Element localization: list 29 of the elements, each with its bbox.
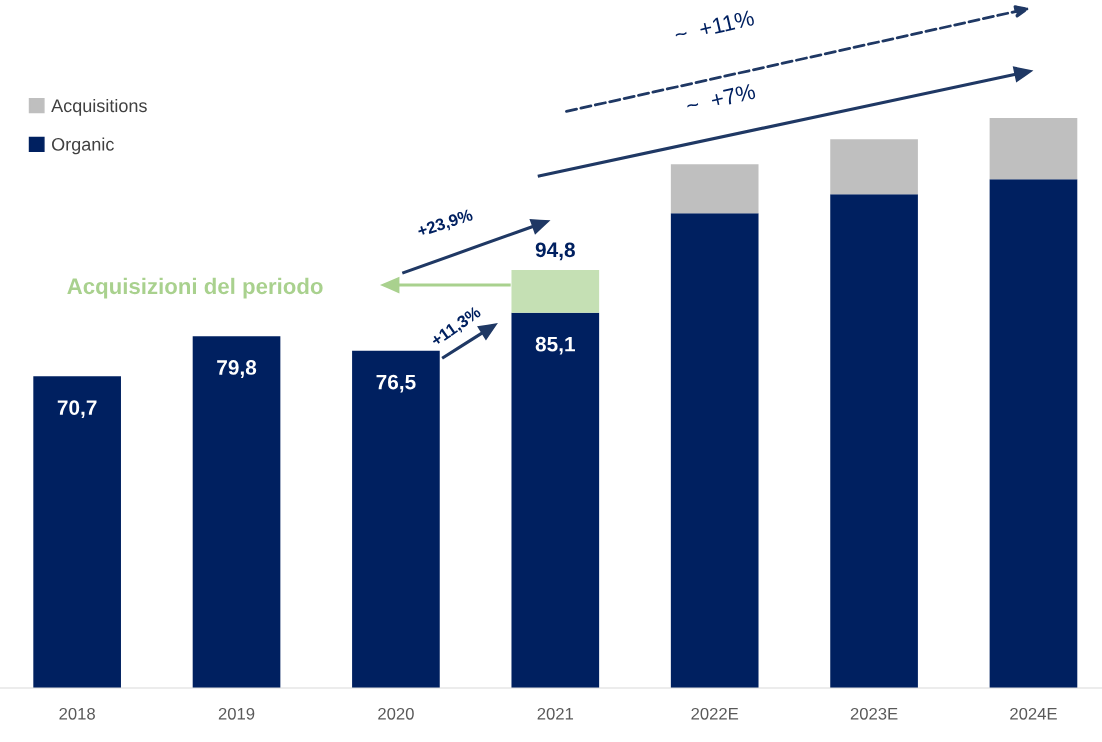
x-tick-label: 2018 <box>59 707 95 720</box>
bar <box>511 270 600 313</box>
x-tick-label: 2022E <box>691 707 739 720</box>
x-tick-label: 2024E <box>1010 707 1057 720</box>
text: ~ +7% <box>685 83 756 114</box>
legend-label: Organic <box>52 137 114 155</box>
x-tick-label: 2023E <box>850 707 898 720</box>
total-label: 94,8 <box>535 242 575 261</box>
annotation: Acquisizioni del periodo <box>67 277 323 299</box>
x-tick-label: 2020 <box>378 707 414 720</box>
bar <box>830 194 918 688</box>
annotation: +23,9% <box>416 208 475 240</box>
x-tick-label: 2019 <box>218 707 255 720</box>
data-label: 85,1 <box>535 336 575 355</box>
bar <box>670 164 759 214</box>
x-tick-label: 2021 <box>537 707 574 720</box>
legend-label: Acquisitions <box>51 98 147 116</box>
bar <box>33 376 121 688</box>
bar <box>352 350 440 688</box>
data-label: 79,8 <box>217 360 257 378</box>
data-label: 76,5 <box>376 374 416 393</box>
data-label: 70,7 <box>57 400 97 419</box>
bar <box>989 118 1078 180</box>
text: ~ +11% <box>673 9 755 43</box>
bar <box>830 139 918 195</box>
bar <box>192 336 281 688</box>
bar <box>511 312 600 688</box>
bar <box>989 179 1078 688</box>
bar <box>670 213 759 688</box>
